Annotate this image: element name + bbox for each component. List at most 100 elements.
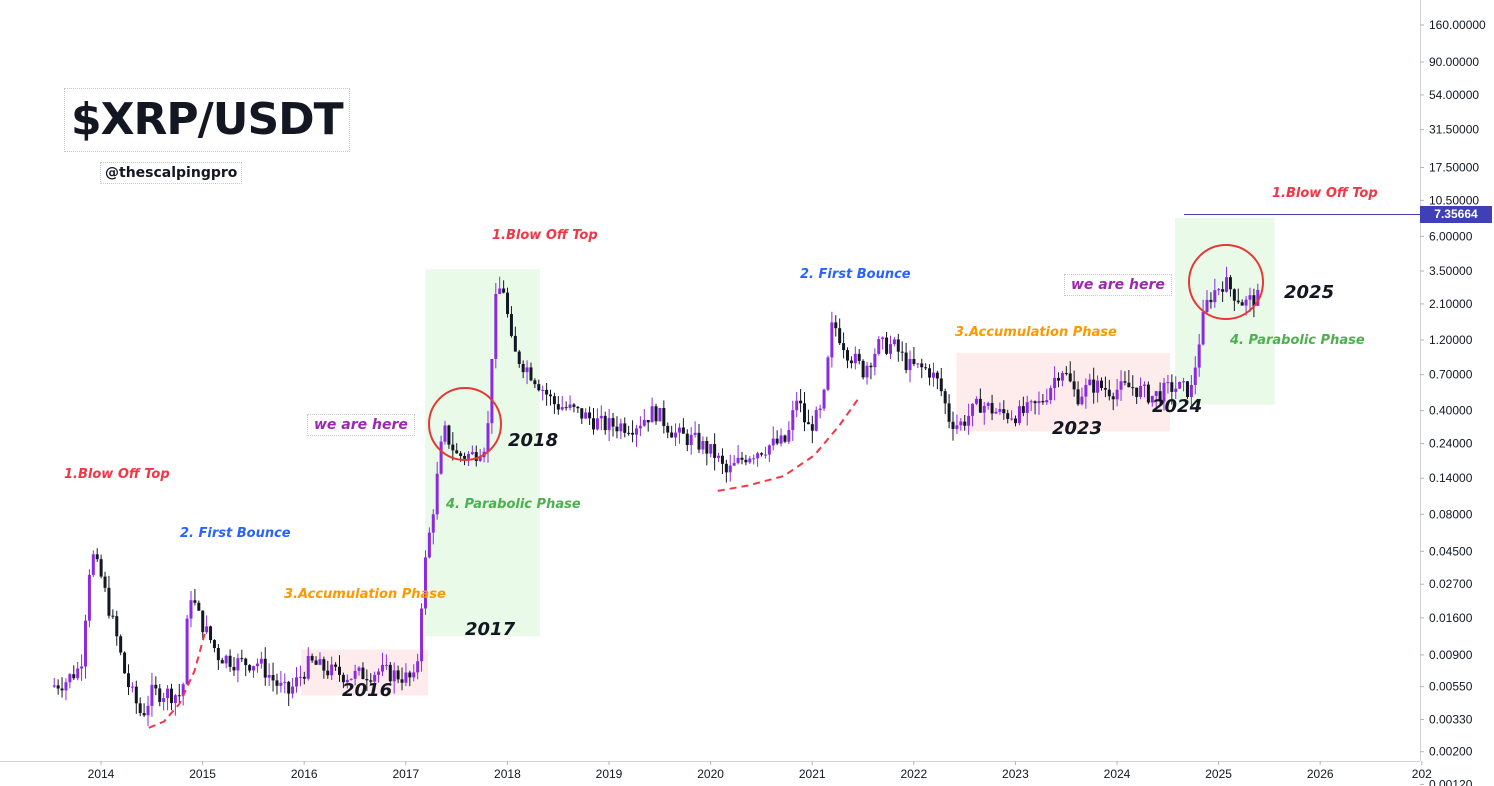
candle-body-156 [662, 407, 666, 426]
candle-body-288 [1178, 381, 1182, 389]
candle-body-237 [978, 398, 982, 413]
candle-body-206 [857, 353, 861, 361]
y-tick-label-9: 1.20000 [1429, 333, 1473, 347]
x-tick-label-1: 2015 [189, 767, 216, 781]
candle-body-160 [677, 427, 681, 433]
x-tick-label-12: 2026 [1307, 767, 1334, 781]
candle-body-163 [689, 434, 693, 446]
candle-body-266 [1092, 379, 1096, 393]
candle-body-262 [1076, 389, 1080, 405]
candle-body-106 [466, 454, 470, 459]
candle-body-157 [666, 425, 670, 433]
candle-body-130 [560, 407, 564, 410]
candle-body-72 [334, 664, 338, 667]
candle-body-220 [912, 358, 916, 364]
first-bounce-label-2021: 2. First Bounce [800, 267, 911, 282]
candle-body-5 [72, 674, 76, 679]
candle-body-168 [709, 444, 713, 454]
candle-body-15 [111, 615, 115, 617]
candle-body-28 [162, 698, 166, 702]
candle-body-242 [998, 409, 1002, 412]
bounce-curve-2015 [148, 633, 206, 729]
candle-body-104 [459, 453, 463, 456]
candle-body-221 [916, 363, 920, 365]
candle-body-186 [779, 435, 783, 444]
candle-body-224 [928, 368, 932, 378]
candle-body-254 [1045, 400, 1049, 403]
candle-body-87 [392, 670, 396, 682]
candle-body-139 [595, 418, 599, 430]
candle-body-81 [369, 680, 373, 682]
x-tick-label-10: 2024 [1104, 767, 1131, 781]
candle-body-41 [212, 640, 216, 649]
candle-body-306 [1248, 295, 1252, 300]
candle-body-252 [1037, 400, 1041, 404]
candle-body-24 [146, 705, 150, 716]
candle-body-165 [697, 432, 701, 450]
candle-body-121 [525, 367, 529, 373]
candle-body-279 [1142, 384, 1146, 386]
candle-body-11 [95, 554, 99, 560]
candle-body-144 [615, 426, 619, 432]
candle-body-43 [220, 660, 224, 664]
candle-body-151 [642, 420, 646, 426]
candle-body-124 [537, 384, 541, 391]
candle-body-270 [1107, 389, 1111, 397]
candle-body-14 [107, 587, 111, 616]
candle-body-260 [1068, 373, 1072, 382]
candle-body-88 [396, 670, 400, 680]
candle-body-66 [310, 655, 314, 661]
current-price-tag: 7.35664 [1420, 206, 1492, 223]
candle-body-195 [814, 410, 818, 431]
candle-body-211 [877, 339, 881, 354]
candle-body-115 [502, 288, 506, 293]
candle-body-280 [1146, 384, 1150, 403]
candle-body-55 [267, 675, 271, 678]
x-tick-label-8: 2022 [900, 767, 927, 781]
accumulation-zone-2016 [301, 649, 429, 696]
y-tick-label-3: 31.50000 [1429, 123, 1479, 137]
parabolic-label-2017: 4. Parabolic Phase [446, 497, 581, 512]
candle-body-1 [56, 685, 60, 689]
candle-body-212 [881, 337, 885, 340]
candle-body-265 [1088, 379, 1092, 385]
y-tick-label-6: 6.00000 [1429, 229, 1473, 243]
candle-body-19 [126, 673, 130, 688]
candle-body-291 [1189, 384, 1193, 398]
candle-body-89 [400, 679, 404, 683]
candle-body-243 [1002, 409, 1006, 414]
candle-body-197 [822, 389, 826, 409]
candle-body-293 [1197, 344, 1201, 368]
candle-body-240 [990, 403, 994, 414]
x-tick-label-3: 2017 [392, 767, 419, 781]
y-tick-label-10: 0.70000 [1429, 368, 1473, 382]
candle-body-159 [674, 432, 678, 438]
candle-body-213 [885, 337, 889, 354]
candle-body-4 [68, 674, 72, 683]
candle-body-109 [478, 457, 482, 461]
candle-body-264 [1084, 384, 1088, 397]
candle-body-62 [295, 677, 299, 687]
candle-body-198 [826, 357, 830, 390]
candle-body-29 [166, 688, 170, 699]
year-label-2017: 2017 [465, 619, 516, 640]
y-tick-label-13: 0.14000 [1429, 471, 1473, 485]
candle-body-128 [552, 396, 556, 405]
candle-body-94 [420, 608, 424, 662]
candle-body-7 [80, 666, 84, 669]
candle-body-246 [1014, 418, 1018, 424]
candle-body-141 [603, 415, 607, 431]
candle-body-21 [134, 686, 138, 704]
candle-body-203 [845, 350, 849, 361]
candle-body-223 [924, 367, 928, 369]
candle-body-131 [564, 407, 568, 409]
candle-body-286 [1170, 382, 1174, 392]
candle-body-134 [576, 406, 580, 409]
candle-body-194 [810, 424, 814, 431]
candle-body-289 [1182, 381, 1186, 383]
first-bounce-label-2015: 2. First Bounce [180, 526, 291, 541]
candle-body-8 [83, 620, 87, 667]
candle-body-152 [646, 420, 650, 423]
candle-body-236 [974, 398, 978, 404]
candle-body-18 [123, 652, 127, 674]
